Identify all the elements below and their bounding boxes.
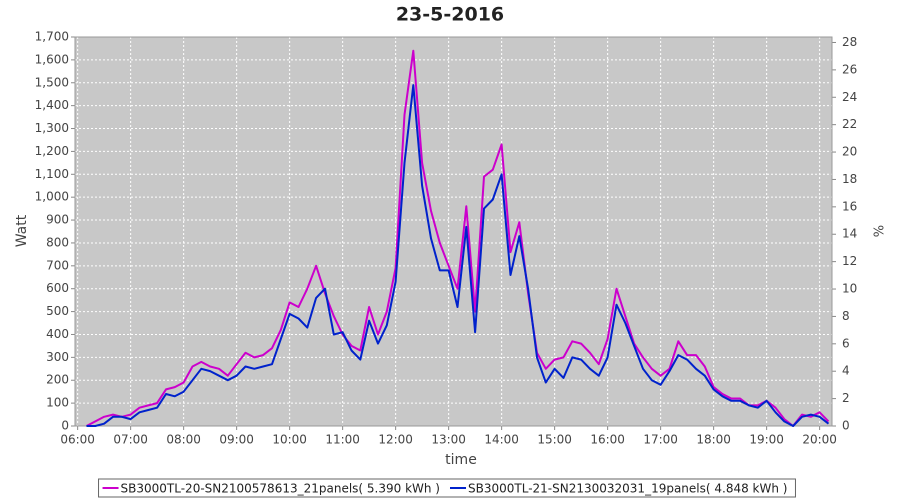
y2-tick-label: 26 bbox=[842, 62, 857, 76]
y2-tick-label: 28 bbox=[842, 35, 857, 49]
y2-tick-label: 20 bbox=[842, 145, 857, 159]
y-tick-label: 1,100 bbox=[35, 167, 69, 181]
y-tick-label: 0 bbox=[61, 419, 69, 433]
plot-area bbox=[75, 37, 832, 426]
y-tick-label: 1,400 bbox=[35, 98, 69, 112]
y-tick-label: 1,500 bbox=[35, 75, 69, 89]
y2-tick-label: 18 bbox=[842, 172, 857, 186]
y-tick-label: 100 bbox=[46, 396, 69, 410]
x-tick-label: 19:00 bbox=[749, 433, 784, 447]
x-tick-label: 10:00 bbox=[272, 433, 307, 447]
y-tick-label: 300 bbox=[46, 350, 69, 364]
y-tick-label: 1,000 bbox=[35, 190, 69, 204]
y-tick-label: 200 bbox=[46, 373, 69, 387]
y2-tick-label: 12 bbox=[842, 254, 857, 268]
y-tick-label: 500 bbox=[46, 304, 69, 318]
y2-tick-label: 2 bbox=[842, 391, 850, 405]
y2-tick-label: 22 bbox=[842, 117, 857, 131]
x-axis-label: time bbox=[445, 452, 477, 468]
x-tick-label: 16:00 bbox=[590, 433, 625, 447]
x-tick-label: 09:00 bbox=[219, 433, 254, 447]
y-tick-label: 1,200 bbox=[35, 144, 69, 158]
series-line bbox=[86, 84, 830, 427]
legend-label: SB3000TL-20-SN2100578613_21panels( 5.390… bbox=[121, 482, 440, 496]
y-tick-label: 1,600 bbox=[35, 52, 69, 66]
y-tick-label: 900 bbox=[46, 213, 69, 227]
y-tick-label: 400 bbox=[46, 327, 69, 341]
y-tick-label: 800 bbox=[46, 235, 69, 249]
x-tick-label: 20:00 bbox=[802, 433, 837, 447]
x-tick-label: 13:00 bbox=[431, 433, 466, 447]
y-tick-label: 600 bbox=[46, 281, 69, 295]
y2-tick-label: 14 bbox=[842, 227, 857, 241]
x-tick-label: 18:00 bbox=[696, 433, 731, 447]
x-tick-label: 17:00 bbox=[643, 433, 678, 447]
x-tick-label: 11:00 bbox=[325, 433, 360, 447]
x-tick-label: 15:00 bbox=[537, 433, 572, 447]
x-tick-label: 12:00 bbox=[378, 433, 413, 447]
y2-tick-label: 4 bbox=[842, 364, 850, 378]
plot-border bbox=[74, 36, 833, 427]
y2-tick-label: 24 bbox=[842, 90, 857, 104]
legend-box bbox=[98, 478, 796, 498]
y-axis-label: Watt bbox=[14, 214, 30, 247]
x-tick-label: 07:00 bbox=[113, 433, 148, 447]
y-tick-label: 1,300 bbox=[35, 121, 69, 135]
y2-tick-label: 16 bbox=[842, 199, 857, 213]
y-tick-label: 1,700 bbox=[35, 30, 69, 44]
legend-label: SB3000TL-21-SN2130032031_19panels( 4.848… bbox=[468, 482, 787, 496]
x-tick-label: 08:00 bbox=[166, 433, 201, 447]
y2-tick-label: 10 bbox=[842, 282, 857, 296]
chart-title: 23-5-2016 bbox=[396, 4, 504, 26]
x-tick-label: 06:00 bbox=[60, 433, 95, 447]
y2-tick-label: 0 bbox=[842, 419, 850, 433]
series-line bbox=[86, 49, 830, 427]
y2-tick-label: 6 bbox=[842, 336, 850, 350]
y2-tick-label: 8 bbox=[842, 309, 850, 323]
y-tick-label: 700 bbox=[46, 258, 69, 272]
y2-axis-label: % bbox=[873, 225, 888, 237]
legend: SB3000TL-20-SN2100578613_21panels( 5.390… bbox=[98, 478, 796, 498]
x-tick-label: 14:00 bbox=[484, 433, 519, 447]
